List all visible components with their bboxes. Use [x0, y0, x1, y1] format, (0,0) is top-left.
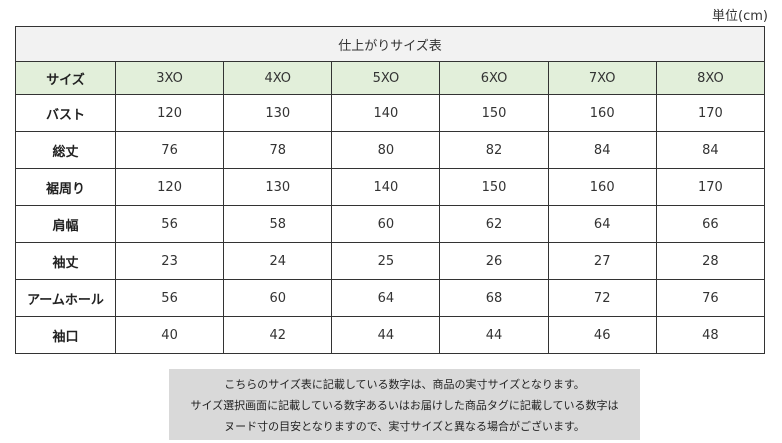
table-row: 肩幅 56 58 60 62 64 66	[15, 205, 766, 243]
table-cell: 48	[655, 316, 766, 354]
size-header-cell: 6XO	[439, 61, 549, 95]
table-cell: 60	[223, 279, 333, 317]
row-label: 袖丈	[15, 242, 116, 280]
table-cell: 160	[547, 94, 657, 132]
table-cell: 160	[547, 168, 657, 206]
table-cell: 140	[331, 168, 441, 206]
table-row: 袖丈 23 24 25 26 27 28	[15, 242, 766, 280]
size-header-cell: 3XO	[114, 61, 225, 95]
table-cell: 56	[114, 205, 225, 243]
table-cell: 150	[439, 94, 549, 132]
table-title-row: 仕上がりサイズ表	[15, 26, 765, 62]
table-cell: 64	[547, 205, 657, 243]
row-label: 裾周り	[15, 168, 116, 206]
table-title: 仕上がりサイズ表	[15, 26, 765, 62]
table-cell: 150	[439, 168, 549, 206]
row-label: 袖口	[15, 316, 116, 354]
row-label: 総丈	[15, 131, 116, 169]
table-cell: 44	[331, 316, 441, 354]
table-row: アームホール 56 60 64 68 72 76	[15, 279, 766, 317]
size-header-cell: 7XO	[547, 61, 657, 95]
table-cell: 27	[547, 242, 657, 280]
table-row: 総丈 76 78 80 82 84 84	[15, 131, 766, 169]
table-cell: 120	[114, 168, 225, 206]
table-cell: 78	[223, 131, 333, 169]
table-cell: 66	[655, 205, 766, 243]
table-cell: 26	[439, 242, 549, 280]
note-line: こちらのサイズ表に記載している数字は、商品の実寸サイズとなります。	[224, 378, 585, 391]
row-label: バスト	[15, 94, 116, 132]
table-cell: 58	[223, 205, 333, 243]
size-header-row: サイズ 3XO 4XO 5XO 6XO 7XO 8XO	[15, 61, 766, 95]
table-cell: 84	[655, 131, 766, 169]
table-cell: 140	[331, 94, 441, 132]
table-cell: 40	[114, 316, 225, 354]
table-cell: 56	[114, 279, 225, 317]
table-cell: 130	[223, 168, 333, 206]
table-cell: 60	[331, 205, 441, 243]
table-row: 裾周り 120 130 140 150 160 170	[15, 168, 766, 206]
size-header-cell: 8XO	[655, 61, 766, 95]
table-cell: 24	[223, 242, 333, 280]
table-cell: 76	[655, 279, 766, 317]
table-cell: 84	[547, 131, 657, 169]
size-table: 仕上がりサイズ表 サイズ 3XO 4XO 5XO 6XO 7XO 8XO バスト…	[15, 26, 766, 354]
table-cell: 76	[114, 131, 225, 169]
table-cell: 130	[223, 94, 333, 132]
row-label: アームホール	[15, 279, 116, 317]
size-header-cell: 4XO	[223, 61, 333, 95]
table-cell: 42	[223, 316, 333, 354]
table-cell: 170	[655, 168, 766, 206]
table-row: 袖口 40 42 44 44 46 48	[15, 316, 766, 354]
table-cell: 82	[439, 131, 549, 169]
table-cell: 46	[547, 316, 657, 354]
unit-label: 単位(cm)	[712, 9, 768, 24]
table-cell: 68	[439, 279, 549, 317]
table-cell: 25	[331, 242, 441, 280]
size-header-label: サイズ	[15, 61, 116, 95]
table-cell: 62	[439, 205, 549, 243]
table-cell: 23	[114, 242, 225, 280]
table-cell: 80	[331, 131, 441, 169]
row-label: 肩幅	[15, 205, 116, 243]
note-line: サイズ選択画面に記載している数字あるいはお届けした商品タグに記載している数字は	[190, 399, 619, 412]
table-cell: 72	[547, 279, 657, 317]
table-cell: 64	[331, 279, 441, 317]
size-note-box: こちらのサイズ表に記載している数字は、商品の実寸サイズとなります。 サイズ選択画…	[169, 369, 640, 440]
table-cell: 120	[114, 94, 225, 132]
table-cell: 44	[439, 316, 549, 354]
table-cell: 28	[655, 242, 766, 280]
note-line: ヌード寸の目安となりますので、実寸サイズと異なる場合がございます。	[224, 420, 585, 433]
table-cell: 170	[655, 94, 766, 132]
table-row: バスト 120 130 140 150 160 170	[15, 94, 766, 132]
size-header-cell: 5XO	[331, 61, 441, 95]
